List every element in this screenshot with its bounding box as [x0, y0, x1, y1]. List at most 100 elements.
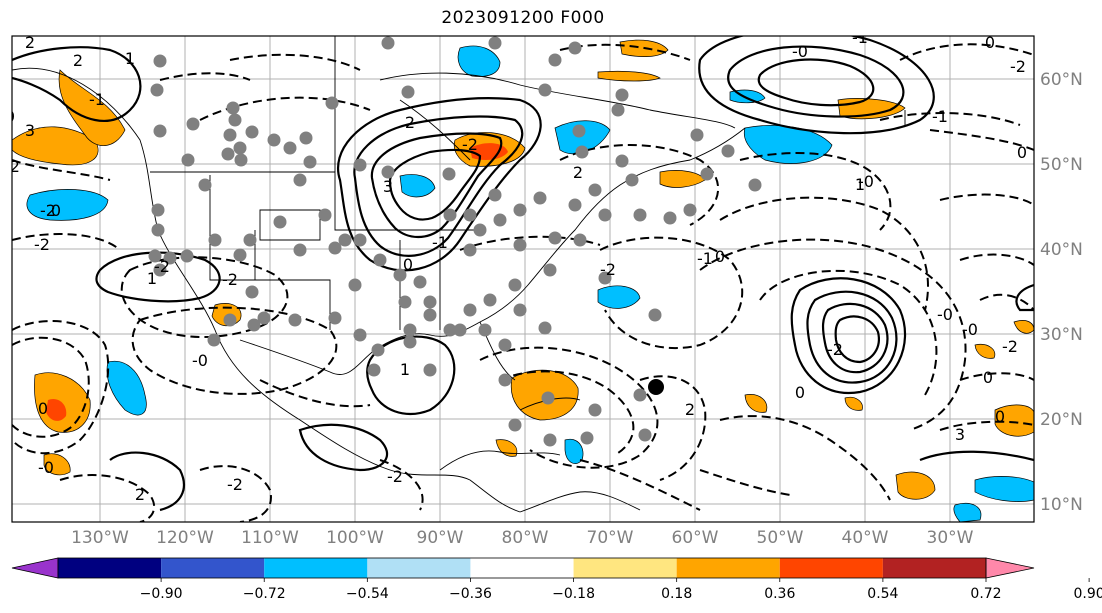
colorbar-tick-label: −0.72 — [243, 586, 286, 602]
gray-dot — [588, 183, 602, 197]
gray-dot — [293, 173, 307, 187]
gray-dot — [283, 141, 297, 155]
gray-dot — [453, 323, 467, 337]
gray-dot — [488, 36, 502, 50]
gray-dot — [543, 433, 557, 447]
colorbar-segment — [779, 558, 883, 578]
colorbar-tick-label: 0.54 — [867, 586, 898, 602]
gray-dot — [508, 278, 522, 292]
lon-tick-label: 100°W — [326, 528, 384, 548]
contour-label: 0 — [795, 383, 805, 402]
gray-dot — [353, 328, 367, 342]
gray-dot — [403, 335, 417, 349]
lon-tick-label: 30°W — [927, 528, 974, 548]
gray-dot — [393, 268, 407, 282]
contour-label: -1 — [89, 90, 105, 109]
gray-dot — [403, 323, 417, 337]
gray-dot — [423, 308, 437, 322]
gray-dot — [223, 128, 237, 142]
gray-dot — [721, 144, 735, 158]
gray-dot — [483, 293, 497, 307]
gray-dot — [611, 103, 625, 117]
gray-dot — [223, 313, 237, 327]
gray-dot — [683, 203, 697, 217]
contour-label: 3 — [955, 425, 965, 444]
contour-label: -0 — [192, 351, 208, 370]
gray-dot — [633, 388, 647, 402]
gray-dot — [508, 418, 522, 432]
lat-tick-label: 60°N — [1040, 70, 1083, 90]
colorbar-right-arrow — [985, 557, 1035, 579]
gray-dot — [513, 238, 527, 252]
gray-dot — [373, 253, 387, 267]
gray-dot — [371, 343, 385, 357]
lat-tick-label: 50°N — [1040, 155, 1083, 175]
contour-label: -2 — [4, 157, 20, 176]
gray-dot — [580, 431, 594, 445]
lat-tick-label: 40°N — [1040, 240, 1083, 260]
contour-label: 0 — [51, 201, 61, 220]
contour-label: 0 — [1017, 143, 1027, 162]
gray-dot — [153, 263, 167, 277]
gray-dot — [180, 249, 194, 263]
contour-label: 2 — [135, 485, 145, 504]
gray-dot — [463, 243, 477, 257]
contour-label: -2 — [222, 270, 238, 289]
gray-dot — [257, 311, 271, 325]
colorbar-tick-label: −0.54 — [346, 586, 389, 602]
lon-tick-label: 80°W — [502, 528, 549, 548]
gray-dot — [293, 243, 307, 257]
colorbar-tick-label: −0.36 — [449, 586, 492, 602]
contour-label: -1 — [932, 107, 948, 126]
lat-tick-label: 20°N — [1040, 410, 1083, 430]
lon-tick-label: 60°W — [672, 528, 719, 548]
contour-label: -2 — [600, 260, 616, 279]
colorbar-tick-label: 0.18 — [661, 586, 692, 602]
colorbar-segment — [58, 558, 162, 578]
lon-tick-label: 40°W — [842, 528, 889, 548]
gray-dot — [299, 131, 313, 145]
gray-dot — [513, 203, 527, 217]
colorbar-tick-label: −0.18 — [552, 586, 595, 602]
gray-dot — [207, 333, 221, 347]
gray-dot — [423, 295, 437, 309]
gray-dot — [543, 263, 557, 277]
gray-dot — [153, 124, 167, 138]
gray-dot — [748, 178, 762, 192]
gray-dot — [498, 373, 512, 387]
colorbar-segment — [470, 558, 574, 578]
gray-dot — [690, 128, 704, 142]
contour-label: 0 — [715, 247, 725, 266]
gray-dot — [615, 154, 629, 168]
gray-dot — [348, 278, 362, 292]
gray-dot — [288, 313, 302, 327]
contour-label: -1 — [697, 249, 713, 268]
colorbar-left-arrow — [11, 557, 59, 579]
gray-dot — [245, 125, 259, 139]
gray-dot — [463, 303, 477, 317]
contour-label: -2 — [34, 235, 50, 254]
contour-label: -0 — [792, 42, 808, 61]
colorbar-segment — [882, 558, 986, 578]
colorbar-segment — [367, 558, 471, 578]
solid-contours — [12, 36, 1034, 512]
contour-label: -2 — [227, 475, 243, 494]
gray-dot — [198, 178, 212, 192]
contour-label: 2 — [685, 400, 695, 419]
colorbar-tick-labels: −0.90 −0.72 −0.54 −0.36 −0.18 0.18 0.36 0.54 0.7… — [140, 578, 1102, 602]
colorbar-tick-label: 0.90 — [1074, 586, 1102, 602]
colorbar-segment — [676, 558, 780, 578]
map-frame — [11, 35, 1035, 523]
contour-label: 1 — [125, 49, 135, 68]
observation-points — [148, 36, 762, 447]
gray-dot — [353, 158, 367, 172]
colorbar-tick-label: −0.90 — [140, 586, 183, 602]
gray-dot — [588, 403, 602, 417]
longitude-labels: 130°W 120°W 110°W 100°W 90°W 80°W 70°W 60°W 50°W… — [71, 528, 974, 548]
contour-label: 0 — [5, 107, 15, 126]
gray-dot — [151, 203, 165, 217]
gray-dot — [243, 233, 257, 247]
gray-dot — [328, 311, 342, 325]
contour-label: 3 — [383, 177, 393, 196]
